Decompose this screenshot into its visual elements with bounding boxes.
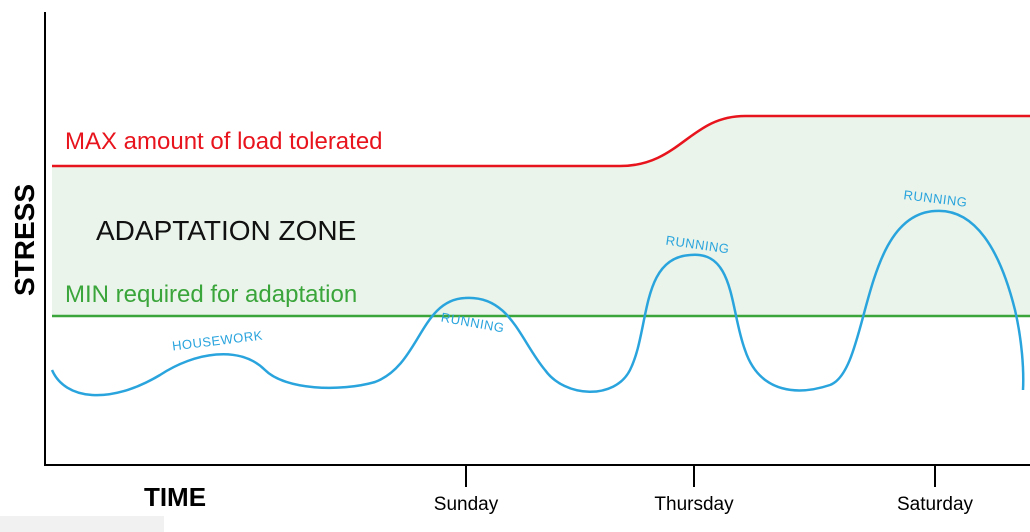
max-load-line bbox=[52, 114, 1030, 168]
min-adaptation-label: MIN required for adaptation bbox=[65, 281, 357, 308]
x-axis-label: TIME bbox=[144, 482, 206, 512]
max-load-label: MAX amount of load tolerated bbox=[65, 128, 383, 155]
adaptation-zone-label: ADAPTATION ZONE bbox=[96, 215, 356, 246]
y-axis-label: STRESS bbox=[9, 184, 40, 296]
housework-label: HOUSEWORK bbox=[171, 328, 263, 354]
tick-label-saturday: Saturday bbox=[897, 494, 974, 515]
tick-label-thursday: Thursday bbox=[654, 494, 734, 515]
stress-curve bbox=[50, 209, 1025, 397]
tick-label-sunday: Sunday bbox=[434, 494, 499, 515]
corner-overlay bbox=[0, 516, 164, 532]
